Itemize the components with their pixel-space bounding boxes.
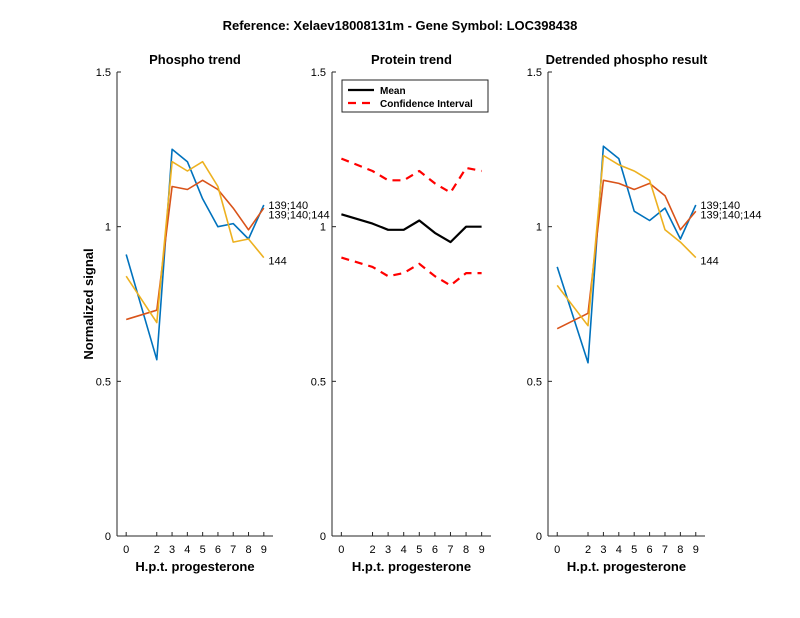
y-tick-label: 1 [105, 222, 111, 234]
x-tick-label: 3 [600, 544, 606, 556]
panel-title: Protein trend [371, 52, 452, 67]
x-tick-label: 3 [385, 544, 391, 556]
series-line-3 [341, 256, 482, 287]
x-tick-label: 8 [245, 544, 251, 556]
panel-title: Detrended phospho result [546, 52, 708, 67]
x-tick-label: 9 [261, 544, 267, 556]
x-axis-label: H.p.t. progesterone [567, 559, 686, 574]
panel-2: Protein trend 0 0.5 1 1.5 0 2 3 4 5 6 7 8 9 H.p.t. pro… [311, 52, 491, 574]
x-tick-label: 2 [154, 544, 160, 556]
x-tick-label: 0 [338, 544, 344, 556]
panel-3: Detrended phospho result 0 0.5 1 1.5 0 2 3 4 5 6 7 8… [527, 52, 762, 574]
legend: Mean Confidence Interval [341, 79, 489, 113]
y-tick-label: 1.5 [311, 67, 326, 79]
x-tick-label: 2 [585, 544, 591, 556]
y-tick-label: 0 [536, 531, 542, 543]
annotation-label-2: 139;140;144 [268, 209, 329, 221]
series-line-1 [341, 213, 482, 244]
x-tick-label: 9 [479, 544, 485, 556]
x-tick-label: 6 [647, 544, 653, 556]
annotation-label-1: 139;140 [700, 200, 740, 212]
x-tick-label: 2 [369, 544, 375, 556]
series-line-1 [125, 148, 265, 361]
annotation-label-3: 144 [700, 256, 718, 268]
x-axis-label: H.p.t. progesterone [352, 559, 471, 574]
series-line-1 [556, 145, 697, 364]
x-tick-label: 7 [662, 544, 668, 556]
series-line-2 [340, 157, 482, 194]
legend-entry-2: Confidence Interval [380, 99, 473, 110]
y-tick-label: 1.5 [96, 67, 111, 79]
x-tick-label: 5 [200, 544, 206, 556]
legend-box [341, 79, 489, 113]
x-tick-label: 7 [230, 544, 236, 556]
x-tick-label: 6 [215, 544, 221, 556]
x-tick-label: 7 [447, 544, 453, 556]
x-tick-label: 4 [184, 544, 190, 556]
x-tick-label: 5 [631, 544, 637, 556]
panel-title: Phospho trend [149, 52, 241, 67]
x-tick-label: 5 [416, 544, 422, 556]
x-tick-label: 8 [677, 544, 683, 556]
y-tick-label: 0.5 [311, 376, 326, 388]
figure-title: Reference: Xelaev18008131m - Gene Symbol… [223, 18, 578, 33]
x-tick-label: 4 [401, 544, 407, 556]
y-tick-label: 0 [105, 531, 111, 543]
y-axis-label: Normalized signal [81, 248, 96, 359]
x-tick-label: 6 [432, 544, 438, 556]
x-tick-label: 4 [616, 544, 622, 556]
series-line-3 [125, 160, 265, 324]
y-tick-label: 1 [536, 222, 542, 234]
y-tick-label: 0 [320, 531, 326, 543]
y-tick-label: 0.5 [96, 376, 111, 388]
legend-entry-1: Mean [380, 86, 406, 97]
y-tick-label: 1 [320, 222, 326, 234]
x-tick-label: 9 [693, 544, 699, 556]
x-axis-label: H.p.t. progesterone [135, 559, 254, 574]
panel-1: Phospho trend 0 0.5 1 1.5 0 2 3 4 5 6 7 8 9 H.p.t. pro… [81, 52, 330, 574]
annotation-label-3: 144 [268, 256, 286, 268]
x-tick-label: 8 [463, 544, 469, 556]
series-line-3 [556, 154, 697, 327]
x-tick-label: 3 [169, 544, 175, 556]
x-tick-label: 0 [554, 544, 560, 556]
annotation-label-1: 139;140 [268, 200, 308, 212]
annotation-label-2: 139;140;144 [700, 209, 761, 221]
y-tick-label: 1.5 [527, 67, 542, 79]
y-tick-label: 0.5 [527, 376, 542, 388]
x-tick-label: 0 [123, 544, 129, 556]
